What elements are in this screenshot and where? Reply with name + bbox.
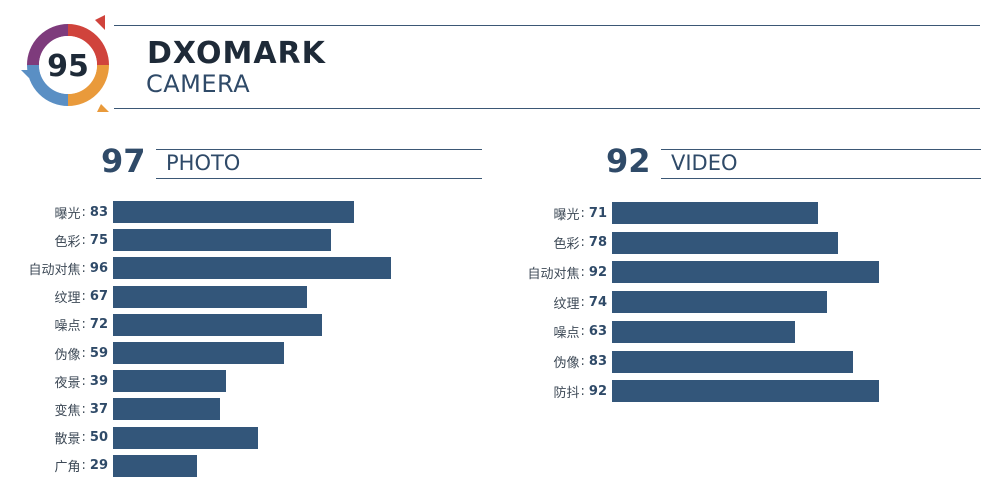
photo-category-label: 自动对焦:96 <box>28 260 109 278</box>
badge-score: 95 <box>47 49 89 84</box>
video-bar <box>612 261 879 284</box>
badge-arc-purple <box>27 24 69 66</box>
photo-category-label: 纹理:67 <box>54 289 109 307</box>
video-category-name: 色彩 <box>553 237 580 253</box>
photo-value-label: 96 <box>89 260 108 276</box>
photo-rule-bottom <box>156 178 482 179</box>
video-category-label: 纹理:74 <box>553 294 608 312</box>
video-rule-top <box>661 149 981 150</box>
photo-value-label: 75 <box>89 232 108 248</box>
photo-category-name: 变焦 <box>54 403 81 419</box>
photo-bar <box>113 426 258 449</box>
photo-category-label: 噪点:72 <box>54 317 109 335</box>
header-rule-bottom <box>114 108 980 109</box>
video-category-name: 噪点 <box>553 326 580 342</box>
video-bar <box>612 231 839 254</box>
photo-category-name: 色彩 <box>54 234 81 250</box>
photo-bar <box>113 257 392 280</box>
video-category-label: 防抖:92 <box>553 383 608 401</box>
photo-value-label: 29 <box>89 458 108 474</box>
photo-category-name: 噪点 <box>54 319 81 335</box>
photo-value-label: 83 <box>89 204 108 220</box>
photo-category-name: 散景 <box>54 432 81 448</box>
video-title: VIDEO <box>671 151 738 175</box>
photo-bar <box>113 370 227 393</box>
video-category-label: 色彩:78 <box>553 235 608 253</box>
video-rule-bottom <box>661 178 981 179</box>
video-category-label: 曝光:71 <box>553 205 608 223</box>
video-category-name: 自动对焦 <box>527 266 580 282</box>
video-category-name: 纹理 <box>553 296 580 312</box>
photo-bar <box>113 285 308 308</box>
badge-arc-blue <box>27 64 69 106</box>
photo-category-name: 夜景 <box>54 375 81 391</box>
photo-value-label: 59 <box>89 345 108 361</box>
photo-category-name: 自动对焦 <box>28 262 81 278</box>
video-bar <box>612 380 879 403</box>
video-category-label: 噪点:63 <box>553 324 608 342</box>
video-category-label: 伪像:83 <box>553 354 608 371</box>
photo-rule-top <box>156 149 482 150</box>
brand-subtitle: CAMERA <box>146 70 251 98</box>
photo-bar <box>113 229 331 252</box>
photo-bar <box>113 398 221 421</box>
photo-value-label: 67 <box>89 289 108 305</box>
photo-value-label: 39 <box>89 373 108 389</box>
photo-category-name: 纹理 <box>54 291 81 307</box>
video-value-label: 71 <box>588 205 607 221</box>
photo-category-label: 变焦:37 <box>54 401 109 419</box>
video-bar <box>612 291 827 314</box>
badge-tab-bottom <box>97 104 109 112</box>
video-category-label: 自动对焦:92 <box>527 264 608 282</box>
badge-arc-orange <box>67 64 109 106</box>
badge-arc-red <box>67 24 109 66</box>
video-value-label: 78 <box>588 235 607 251</box>
video-value-label: 83 <box>588 354 607 369</box>
photo-category-label: 夜景:39 <box>54 373 109 391</box>
video-category-name: 防抖 <box>553 385 580 401</box>
photo-bar <box>113 313 322 336</box>
video-category-name: 曝光 <box>553 207 580 223</box>
video-score: 92 <box>606 142 651 180</box>
photo-bar <box>113 201 354 223</box>
video-category-name: 伪像 <box>553 356 580 371</box>
photo-value-label: 50 <box>89 430 108 446</box>
photo-category-name: 伪像 <box>54 347 81 363</box>
photo-bar <box>113 454 198 477</box>
photo-category-label: 广角:29 <box>54 458 109 476</box>
photo-category-label: 伪像:59 <box>54 345 109 363</box>
photo-category-label: 色彩:75 <box>54 232 109 250</box>
photo-bar <box>113 342 285 364</box>
badge-tab-top <box>95 15 105 30</box>
photo-category-name: 广角 <box>54 460 81 476</box>
photo-value-label: 72 <box>89 317 108 333</box>
video-value-label: 92 <box>588 264 607 280</box>
photo-value-label: 37 <box>89 401 108 417</box>
header-rule-top <box>114 25 980 26</box>
video-bar <box>612 202 818 224</box>
photo-title: PHOTO <box>166 151 241 175</box>
photo-category-label: 曝光:83 <box>54 204 109 222</box>
video-value-label: 63 <box>588 324 607 340</box>
video-value-label: 92 <box>588 383 607 399</box>
dxomark-score-badge: 95 <box>21 15 109 112</box>
photo-score: 97 <box>101 142 146 180</box>
video-bar <box>612 350 853 373</box>
badge-tab-left <box>21 70 33 78</box>
video-value-label: 74 <box>588 294 607 310</box>
brand-name: DXOMARK <box>147 36 326 71</box>
photo-category-name: 曝光 <box>54 206 81 222</box>
photo-category-label: 散景:50 <box>54 430 109 448</box>
video-bar <box>612 320 795 343</box>
